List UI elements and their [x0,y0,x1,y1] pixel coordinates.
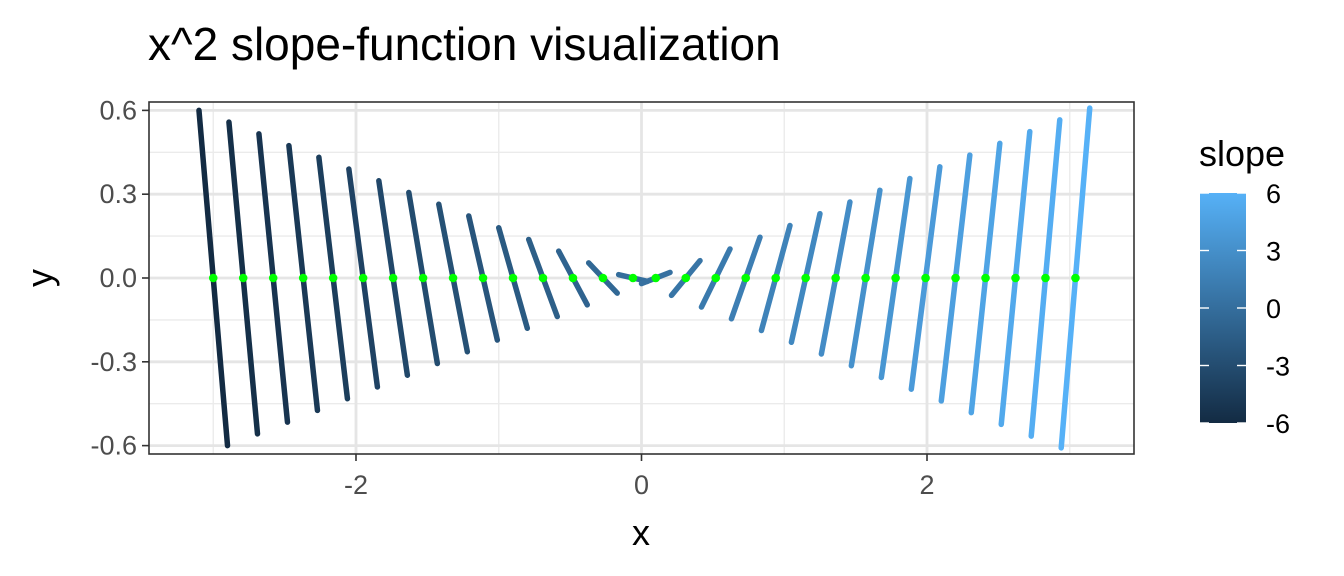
data-point [598,273,608,283]
data-point [801,273,810,283]
data-point [328,273,338,283]
data-point [891,273,900,283]
x-axis: -2 0 2 [344,454,935,500]
x-tick-label: -2 [344,470,368,500]
data-point [568,273,578,283]
chart-title: x^2 slope-function visualization [148,18,781,70]
data-point [358,273,368,283]
y-axis-title: y [19,269,60,287]
y-axis: 0.6 0.3 0.0 -0.3 -0.6 [90,95,149,461]
sample-points [208,273,1080,283]
data-point [831,273,840,283]
color-legend: slope 6 3 0 -3 -6 [1199,133,1290,439]
data-point [448,273,458,283]
y-tick-label: -0.3 [90,347,137,377]
data-point [538,273,548,283]
legend-tick-label: 6 [1266,179,1281,209]
data-point [268,273,278,283]
legend-tick-label: 3 [1266,237,1281,267]
data-point [711,273,721,283]
legend-title: slope [1199,133,1285,174]
data-point [238,273,248,283]
data-point [628,273,638,283]
x-tick-label: 0 [634,470,649,500]
data-point [981,273,990,283]
data-point [1041,273,1050,283]
data-point [208,273,218,283]
data-point [951,273,960,283]
legend-tick-label: -6 [1266,409,1290,439]
x-axis-title: x [632,512,650,553]
data-point [921,273,930,283]
data-point [861,273,870,283]
data-point [388,273,398,283]
y-tick-label: 0.0 [99,263,137,293]
y-tick-label: 0.3 [99,179,137,209]
y-tick-label: -0.6 [90,431,137,461]
data-point [771,273,780,283]
data-point [478,273,488,283]
y-tick-label: 0.6 [99,95,137,125]
data-point [1071,273,1080,283]
data-point [681,273,691,283]
data-point [741,273,751,283]
legend-tick-label: 0 [1266,294,1281,324]
data-point [418,273,428,283]
data-point [1011,273,1020,283]
legend-tick-label: -3 [1266,352,1290,382]
data-point [651,273,661,283]
legend-ticks: 6 3 0 -3 -6 [1200,179,1290,439]
x-tick-label: 2 [919,470,934,500]
data-point [298,273,308,283]
data-point [508,273,518,283]
